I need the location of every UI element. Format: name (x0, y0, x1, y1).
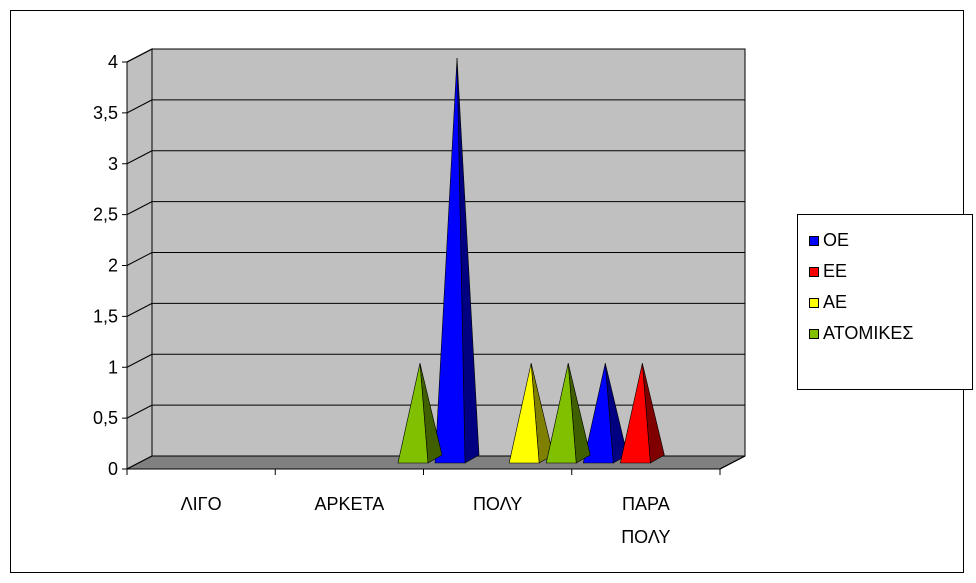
legend-item-atomikes: ΑΤΟΜΙΚΕΣ (809, 318, 972, 349)
pyramid-face (582, 363, 614, 464)
y-tick-label: 0,5 (93, 408, 118, 428)
pyramid-bar (582, 363, 628, 464)
y-tick-label: 4 (108, 52, 118, 72)
y-tick-label: 2 (108, 256, 118, 276)
pyramid-face (508, 363, 540, 464)
x-tick-label: ΠΑΡΑ (622, 494, 670, 514)
legend-item-oe: ΟΕ (809, 225, 972, 256)
legend-item-ae: ΑΕ (809, 287, 972, 318)
x-tick-label: ΠΟΛΥ (473, 494, 522, 514)
legend-label: ΟΕ (823, 230, 850, 250)
pyramid-face (619, 363, 651, 464)
legend-swatch (809, 297, 819, 308)
y-tick-label: 0 (108, 459, 118, 479)
legend-label: ΑΤΟΜΙΚΕΣ (823, 323, 914, 343)
gridline-side (126, 404, 153, 419)
gridline-side (126, 353, 153, 368)
legend-item-ee: ΕΕ (809, 256, 972, 287)
x-axis-end (719, 455, 746, 470)
y-tick-label: 3,5 (93, 103, 118, 123)
pyramid-bar (397, 363, 443, 464)
y-tick-label: 3 (108, 154, 118, 174)
gridline-side (126, 99, 153, 114)
x-tick-label: ΛΙΓΟ (181, 494, 222, 514)
legend-swatch (809, 266, 819, 277)
pyramid-bar (545, 363, 591, 464)
legend-swatch (809, 328, 819, 339)
legend-label: ΕΕ (823, 261, 848, 281)
pyramid-face (397, 363, 429, 464)
pyramid-bar (508, 363, 554, 464)
y-tick-label: 1 (108, 357, 118, 377)
y-tick-label: 1,5 (93, 306, 118, 326)
pyramid-face (434, 57, 466, 464)
pyramid-bar (619, 363, 665, 464)
legend: ΟΕ ΕΕ ΑΕ ΑΤΟΜΙΚΕΣ (797, 214, 973, 390)
gridline-side (126, 302, 153, 317)
gridline-side (126, 252, 153, 266)
legend-swatch (809, 235, 819, 246)
x-tick-label: ΠΟΛΥ (621, 527, 670, 547)
gridline-side (126, 201, 153, 216)
gridline-side (126, 48, 153, 63)
pyramid-bar (434, 57, 480, 464)
legend-label: ΑΕ (823, 292, 848, 312)
x-tick-label: ΑΡΚΕΤΑ (315, 494, 385, 514)
y-tick-label: 2,5 (93, 205, 118, 225)
pyramid-face (545, 363, 577, 464)
gridline-side (126, 150, 153, 165)
